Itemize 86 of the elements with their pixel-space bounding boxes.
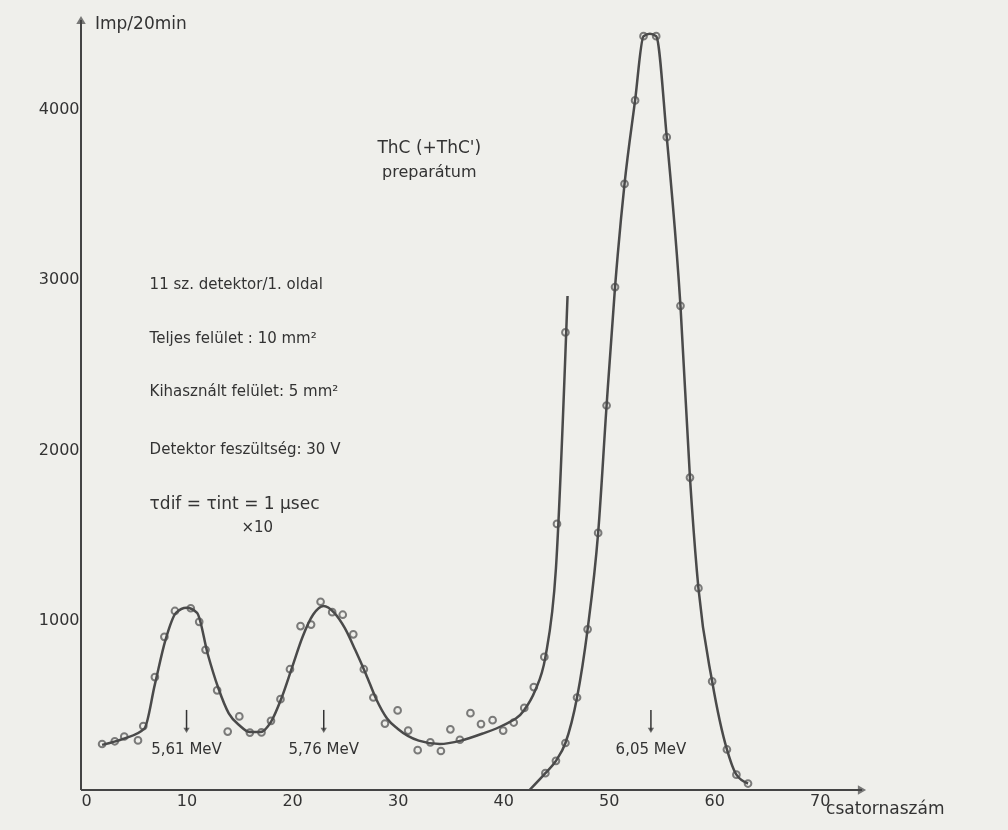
point bbox=[133, 736, 143, 745]
annotation: 11 sz. detektor/1. oldal bbox=[149, 275, 323, 294]
point bbox=[662, 132, 672, 142]
point bbox=[223, 727, 233, 736]
point bbox=[694, 583, 703, 593]
point bbox=[476, 719, 486, 729]
point bbox=[338, 610, 348, 620]
point bbox=[498, 726, 508, 735]
point bbox=[651, 31, 661, 41]
point bbox=[201, 645, 210, 655]
annotation: Teljes felület : 10 mm² bbox=[148, 328, 317, 347]
x-tick-label: 10 bbox=[176, 790, 198, 810]
point bbox=[257, 728, 266, 737]
point bbox=[316, 597, 325, 607]
point bbox=[722, 745, 732, 754]
annotation: 5,76 MeV bbox=[288, 740, 360, 759]
point bbox=[436, 746, 446, 756]
point bbox=[602, 401, 611, 410]
point bbox=[186, 603, 196, 613]
point bbox=[572, 693, 582, 702]
point bbox=[583, 625, 592, 634]
point bbox=[561, 328, 570, 337]
x-tick-label: 50 bbox=[599, 790, 620, 810]
point bbox=[119, 732, 129, 741]
annotation: ThC (+ThC') bbox=[376, 136, 482, 157]
point bbox=[359, 664, 369, 674]
point bbox=[327, 607, 337, 617]
y-tick-label: 4000 bbox=[38, 99, 80, 119]
point bbox=[194, 617, 204, 627]
point bbox=[610, 282, 620, 292]
point bbox=[285, 664, 295, 674]
point bbox=[150, 672, 160, 682]
annotation: Kihasznált felület: 5 mm² bbox=[149, 382, 339, 401]
x-tick-label: 40 bbox=[493, 790, 514, 810]
point bbox=[234, 712, 244, 721]
annotation: Detektor feszültség: 30 V bbox=[149, 440, 342, 459]
annotation: ×10 bbox=[241, 517, 274, 536]
point bbox=[380, 719, 390, 728]
point bbox=[425, 737, 435, 747]
point bbox=[620, 179, 629, 189]
point bbox=[393, 706, 402, 715]
point bbox=[539, 652, 549, 662]
point bbox=[593, 528, 603, 538]
point bbox=[348, 629, 358, 639]
annotation: 5,61 MeV bbox=[151, 740, 223, 759]
point bbox=[446, 725, 455, 734]
point bbox=[276, 694, 285, 704]
y-tick-label: 1000 bbox=[38, 610, 80, 630]
point bbox=[245, 728, 255, 737]
point bbox=[676, 301, 685, 311]
point bbox=[212, 686, 222, 695]
point bbox=[488, 715, 497, 725]
point bbox=[296, 621, 305, 631]
point bbox=[455, 735, 465, 745]
point bbox=[529, 682, 539, 692]
point bbox=[732, 770, 741, 780]
point bbox=[509, 718, 519, 727]
point bbox=[466, 708, 475, 718]
point bbox=[561, 738, 570, 748]
point bbox=[551, 756, 561, 766]
point bbox=[519, 703, 529, 713]
point bbox=[368, 693, 378, 702]
point bbox=[707, 676, 717, 686]
point bbox=[110, 736, 120, 746]
x-tick-label: 30 bbox=[387, 790, 409, 810]
x-tick-label: 60 bbox=[704, 790, 725, 810]
y-axis-title: Imp/20min bbox=[95, 13, 187, 33]
point bbox=[170, 606, 180, 616]
point bbox=[639, 31, 648, 41]
point bbox=[541, 768, 550, 778]
annotation: 6,05 MeV bbox=[615, 740, 687, 759]
point bbox=[138, 721, 148, 731]
y-tick-label: 2000 bbox=[38, 439, 80, 459]
x-tick-label: 20 bbox=[282, 790, 303, 810]
point bbox=[306, 620, 316, 629]
point bbox=[266, 716, 276, 726]
point bbox=[413, 745, 423, 755]
point bbox=[685, 473, 695, 482]
point bbox=[403, 726, 413, 735]
point bbox=[552, 519, 562, 529]
annotation: preparátum bbox=[381, 161, 477, 181]
y-tick-label: 3000 bbox=[38, 269, 80, 289]
annotation: τdif = τint = 1 µsec bbox=[149, 492, 320, 513]
point bbox=[630, 96, 640, 105]
x-tick-label: 0 bbox=[81, 790, 92, 810]
point bbox=[160, 632, 169, 642]
